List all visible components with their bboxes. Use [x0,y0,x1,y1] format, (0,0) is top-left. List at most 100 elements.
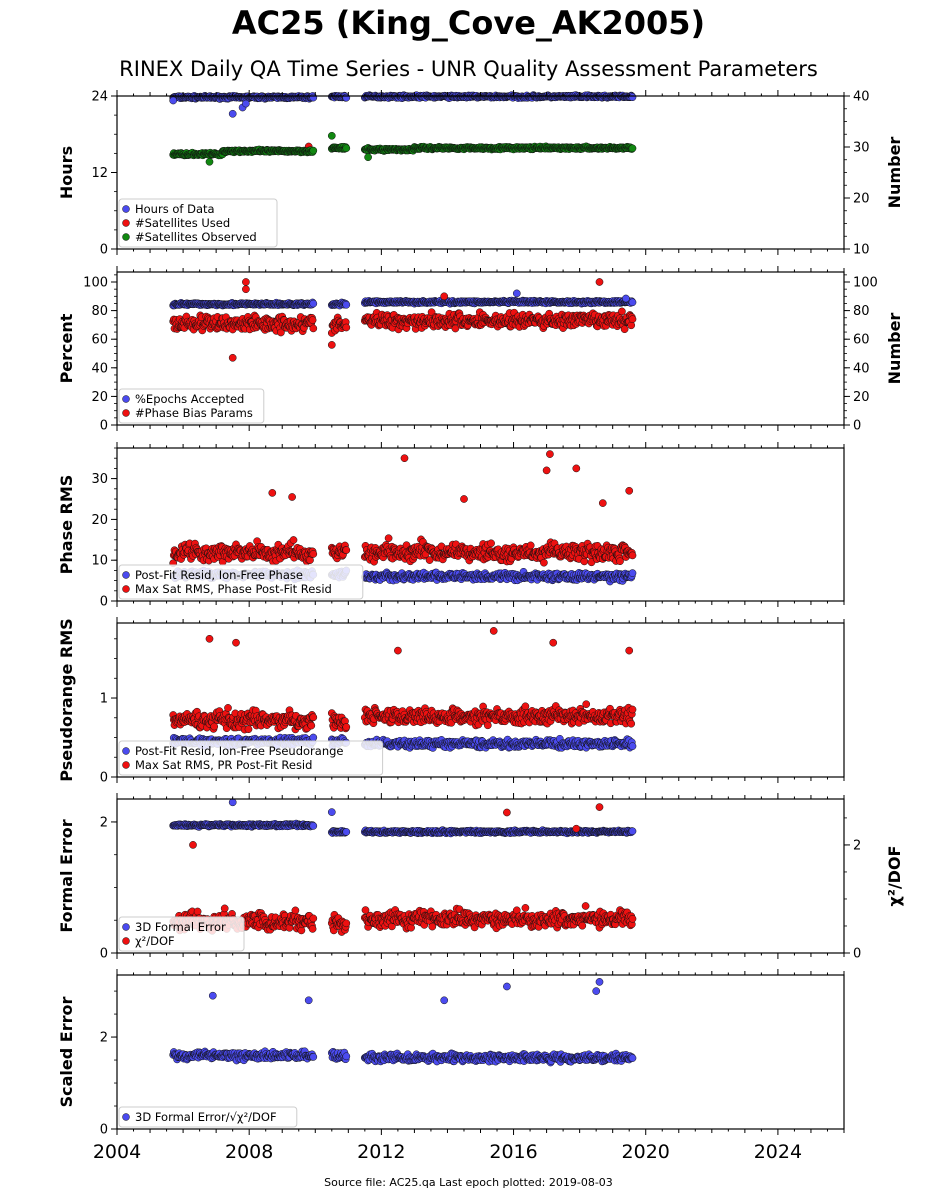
y-tick-label: 12 [91,166,108,181]
data-point [620,325,629,334]
data-point [342,323,351,332]
data-point-outlier [242,278,250,286]
y-tick-label: 24 [91,90,108,105]
chart-title: AC25 (King_Cove_AK2005) [231,4,706,42]
legend-marker [122,395,130,403]
data-point [342,300,351,309]
data-point [628,144,637,153]
data-point-outlier [512,289,521,298]
data-point-outlier [440,292,449,301]
data-point-outlier [364,153,372,162]
legend-marker [122,233,130,241]
y-axis-label: Percent [57,313,76,383]
legend-label: #Satellites Observed [135,230,257,244]
y-right-tick-label: 20 [853,192,870,207]
data-point-outlier [228,353,237,362]
data-point [342,144,351,153]
y-tick-label: 60 [91,333,108,348]
y-tick-label: 20 [91,390,108,405]
data-point [628,298,637,307]
y-right-axis-label: Number [885,313,904,385]
legend-label: Hours of Data [135,202,215,216]
legend-marker [122,409,130,417]
y-right-tick-label: 20 [853,390,870,405]
panel-2-points [169,278,637,362]
data-point-outlier [327,131,336,140]
data-point-outlier [622,294,630,303]
y-right-tick-label: 30 [853,141,870,156]
legend-marker [122,585,130,593]
data-point-outlier [327,341,336,349]
data-point [309,146,318,155]
data-point-outlier [268,489,277,497]
data-point-outlier [228,109,237,118]
legend-label: Post-Fit Resid, Ion-Free Phase [135,568,303,582]
data-point [628,569,637,577]
data-point-outlier [595,278,604,286]
y-right-axis-label: Number [885,137,904,209]
panel-1-points [169,91,637,166]
data-point-outlier [546,450,554,458]
legend-label: %Epochs Accepted [135,392,244,406]
data-point [628,315,637,324]
data-point [618,307,626,316]
panel-4-points [169,627,637,752]
y-tick-label: 100 [83,276,108,291]
data-point [309,299,318,308]
data-point [309,93,318,102]
panel-1-legend: Hours of Data#Satellites Used#Satellites… [118,198,278,248]
legend-marker [122,219,130,227]
legend-label: #Phase Bias Params [135,406,253,420]
data-point [628,551,637,560]
y-right-tick-label: 0 [853,419,861,434]
y-tick-label: 40 [91,361,108,376]
data-point [309,733,318,742]
data-point [628,93,637,102]
y-right-tick-label: 40 [853,361,870,376]
data-point [309,324,318,333]
data-point [526,541,535,550]
data-point [384,534,393,543]
chart-subtitle: RINEX Daily QA Time Series - UNR Quality… [119,57,818,81]
legend-marker [122,571,130,579]
legend-label: Max Sat RMS, Phase Post-Fit Resid [135,582,332,596]
data-point-outlier [169,96,178,105]
data-point [289,536,298,544]
legend-label: #Satellites Used [135,216,230,230]
y-right-tick-label: 40 [853,90,870,105]
y-right-tick-label: 100 [853,276,878,291]
data-point-outlier [598,499,607,507]
data-point [342,93,351,102]
y-tick-label: 0 [100,419,108,434]
data-point-outlier [242,99,250,108]
data-point [540,558,548,567]
panel-2: 020406080100020406080100NumberPercent%Ep… [57,266,904,434]
data-point [308,316,317,324]
data-point [342,546,351,554]
y-tick-label: 0 [100,243,108,258]
data-point-outlier [205,157,214,166]
data-point-outlier [572,464,581,473]
legend-marker [122,205,130,213]
y-tick-label: 80 [91,304,108,319]
data-point-outlier [288,493,296,501]
data-point [628,742,637,751]
data-point-outlier [542,466,551,475]
data-point-outlier [625,486,634,495]
data-point [487,539,495,548]
panel-2-legend: %Epochs Accepted#Phase Bias Params [118,388,265,424]
y-tick-label: 10 [91,554,108,569]
y-axis-label: Hours [57,146,76,199]
y-tick-label: 0 [100,595,108,610]
y-tick-label: 20 [91,513,108,528]
data-point-outlier [400,454,409,463]
y-right-tick-label: 80 [853,304,870,319]
y-tick-label: 30 [91,472,108,487]
data-point-outlier [242,285,250,294]
y-right-tick-label: 10 [853,243,870,258]
data-point-outlier [460,495,468,503]
